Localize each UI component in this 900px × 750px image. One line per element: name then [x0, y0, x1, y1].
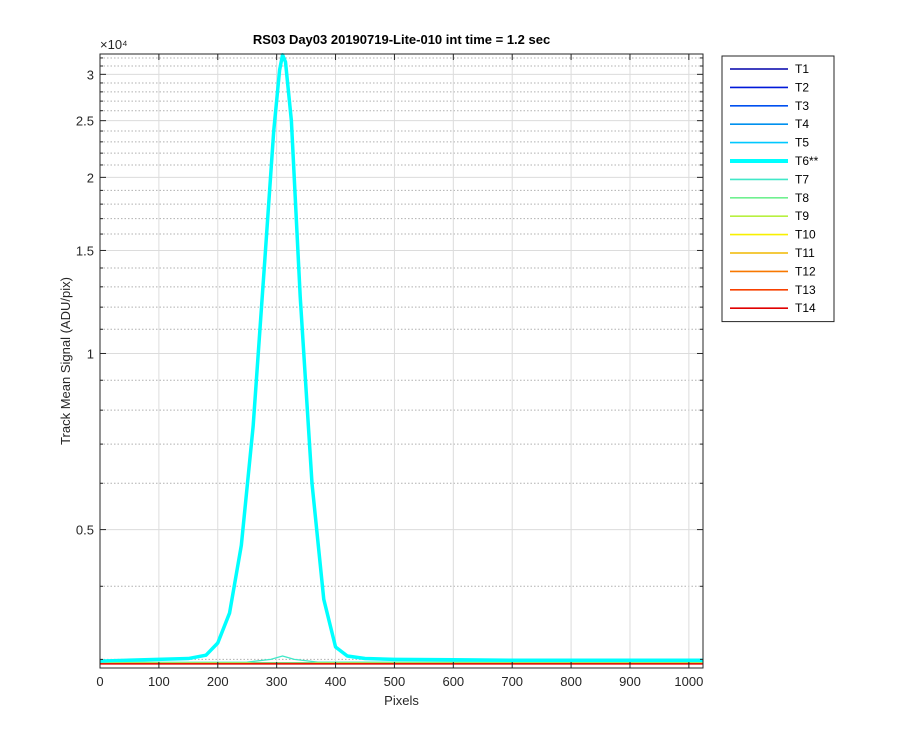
legend-entry: T4	[795, 117, 809, 131]
legend-entry: T12	[795, 264, 816, 278]
legend-entry: T14	[795, 301, 816, 315]
legend-entry: T3	[795, 99, 809, 113]
x-tick-label: 600	[442, 674, 464, 689]
y-tick-label: 1	[87, 346, 94, 361]
series-line-t7	[99, 655, 704, 664]
x-tick-label: 700	[501, 674, 523, 689]
y-tick-label: 0.5	[76, 523, 94, 538]
chart-title: RS03 Day03 20190719-Lite-010 int time = …	[253, 32, 550, 47]
x-axis-label: Pixels	[384, 693, 419, 708]
x-tick-label: 200	[207, 674, 229, 689]
x-tick-label: 500	[384, 674, 406, 689]
axes-box	[99, 53, 704, 669]
y-tick-label: 2.5	[76, 114, 94, 129]
y-tick-label: 2	[87, 170, 94, 185]
legend-entry: T2	[795, 80, 809, 94]
x-tick-label: 800	[560, 674, 582, 689]
legend-entry: T11	[795, 246, 815, 260]
x-tick-label: 0	[96, 674, 103, 689]
legend-entry: T1	[795, 62, 809, 76]
series-line-t6	[99, 53, 703, 663]
legend-entry: T13	[795, 283, 816, 297]
x-tick-label: 1000	[674, 674, 703, 689]
plot-area	[100, 54, 703, 668]
legend-box	[721, 55, 835, 323]
y-tick-label: 1.5	[76, 243, 94, 258]
y-axis-label: Track Mean Signal (ADU/pix)	[58, 277, 73, 445]
legend-entry: T8	[795, 191, 809, 205]
x-tick-label: 100	[148, 674, 170, 689]
x-tick-label: 300	[266, 674, 288, 689]
legend-entry: T6**	[795, 154, 819, 168]
legend-entry: T7	[795, 172, 809, 186]
x-tick-label: 900	[619, 674, 641, 689]
legend-entry: T5	[795, 136, 809, 150]
legend-entry: T9	[795, 209, 809, 223]
y-tick-label: 3	[87, 67, 94, 82]
y-exponent-label: ×10⁴	[100, 37, 128, 52]
legend-entry: T10	[795, 228, 816, 242]
x-tick-label: 400	[325, 674, 347, 689]
legend: T1 T2 T3 T4 T5 T6** T7 T8 T9 T10 T11 T12 T13 T14	[721, 55, 835, 323]
